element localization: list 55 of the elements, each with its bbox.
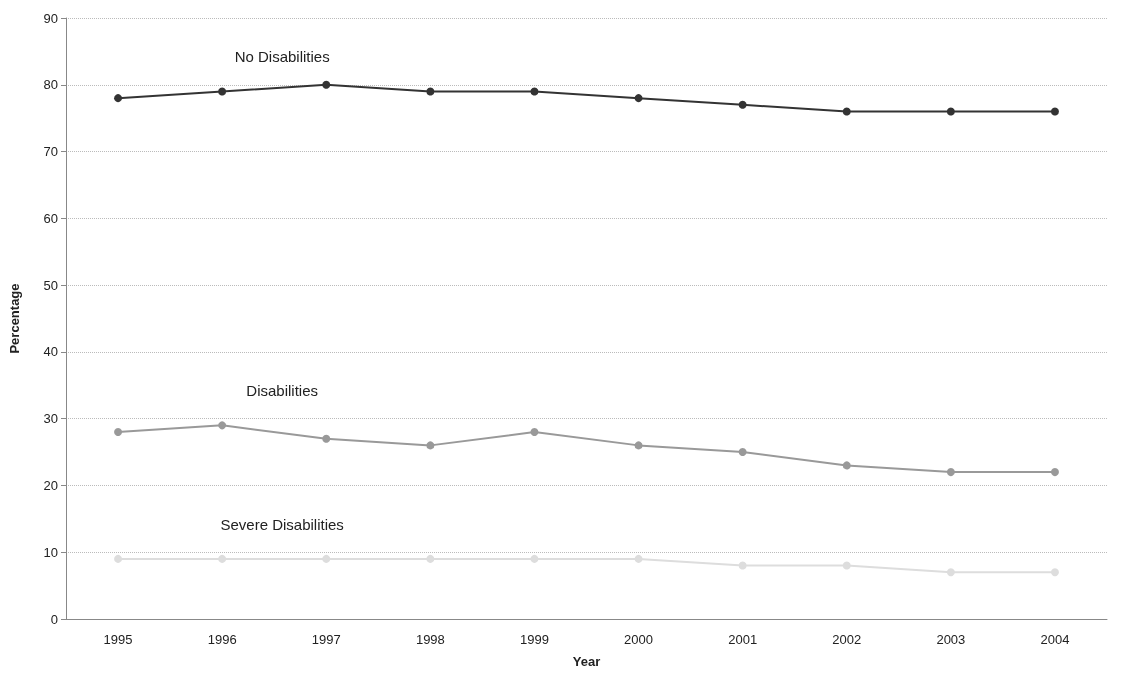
point — [1050, 568, 1059, 577]
point — [1050, 107, 1059, 116]
x-tick-label: 1997 — [311, 632, 341, 647]
point — [738, 100, 747, 109]
point — [426, 441, 435, 450]
point — [946, 568, 955, 577]
y-tick-label: 10 — [43, 544, 58, 560]
x-tick-label: 2004 — [1040, 632, 1070, 647]
point — [738, 448, 747, 457]
point — [842, 561, 851, 570]
point — [218, 421, 227, 430]
point — [218, 554, 227, 563]
y-tick-label: 50 — [43, 277, 58, 293]
point — [426, 87, 435, 96]
point — [322, 80, 331, 89]
y-tick-label: 60 — [43, 210, 58, 226]
y-tick-label: 0 — [50, 611, 58, 627]
point — [530, 554, 539, 563]
x-tick-label: 2003 — [936, 632, 966, 647]
point — [530, 87, 539, 96]
point — [114, 428, 123, 437]
point — [322, 434, 331, 443]
x-tick-label: 1998 — [415, 632, 445, 647]
x-tick-label: 1999 — [519, 632, 549, 647]
point — [738, 561, 747, 570]
x-tick-label: 2000 — [624, 632, 654, 647]
point — [842, 107, 851, 116]
series-label: Severe Disabilities — [220, 515, 344, 533]
point — [114, 94, 123, 103]
point — [426, 554, 435, 563]
point — [946, 107, 955, 116]
x-tick-label: 1995 — [103, 632, 133, 647]
point — [842, 461, 851, 470]
y-tick-label: 30 — [43, 411, 58, 427]
series-label: No Disabilities — [234, 48, 330, 66]
point — [634, 554, 643, 563]
x-tick-label: 2002 — [832, 632, 862, 647]
y-tick-label: 90 — [43, 10, 58, 26]
y-tick-label: 70 — [43, 144, 58, 160]
point — [322, 554, 331, 563]
series-label: Disabilities — [246, 382, 318, 400]
x-tick-label: 2001 — [728, 632, 758, 647]
point — [114, 554, 123, 563]
y-tick-label: 40 — [43, 344, 58, 360]
y-tick-label: 20 — [43, 477, 58, 493]
point — [634, 441, 643, 450]
x-axis-title: Year — [572, 654, 601, 669]
point — [634, 94, 643, 103]
point — [1050, 468, 1059, 477]
point — [218, 87, 227, 96]
y-axis-title: Percentage — [7, 283, 22, 354]
point — [530, 428, 539, 437]
point — [946, 468, 955, 477]
x-tick-label: 1996 — [207, 632, 237, 647]
y-tick-label: 80 — [43, 77, 58, 93]
